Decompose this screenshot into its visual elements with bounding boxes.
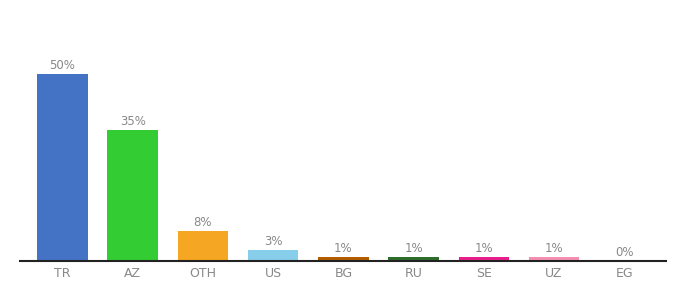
Text: 8%: 8% — [194, 216, 212, 229]
Text: 0%: 0% — [615, 246, 634, 259]
Text: 1%: 1% — [545, 242, 563, 255]
Bar — [388, 257, 439, 261]
Bar — [37, 74, 88, 261]
Text: 35%: 35% — [120, 115, 146, 128]
Text: 50%: 50% — [50, 58, 75, 72]
Text: 3%: 3% — [264, 235, 282, 248]
Text: 1%: 1% — [475, 242, 493, 255]
Bar — [458, 257, 509, 261]
Bar — [529, 257, 579, 261]
Text: 1%: 1% — [405, 242, 423, 255]
Bar — [248, 250, 299, 261]
Bar — [318, 257, 369, 261]
Bar — [107, 130, 158, 261]
Bar — [177, 231, 228, 261]
Text: 1%: 1% — [334, 242, 353, 255]
